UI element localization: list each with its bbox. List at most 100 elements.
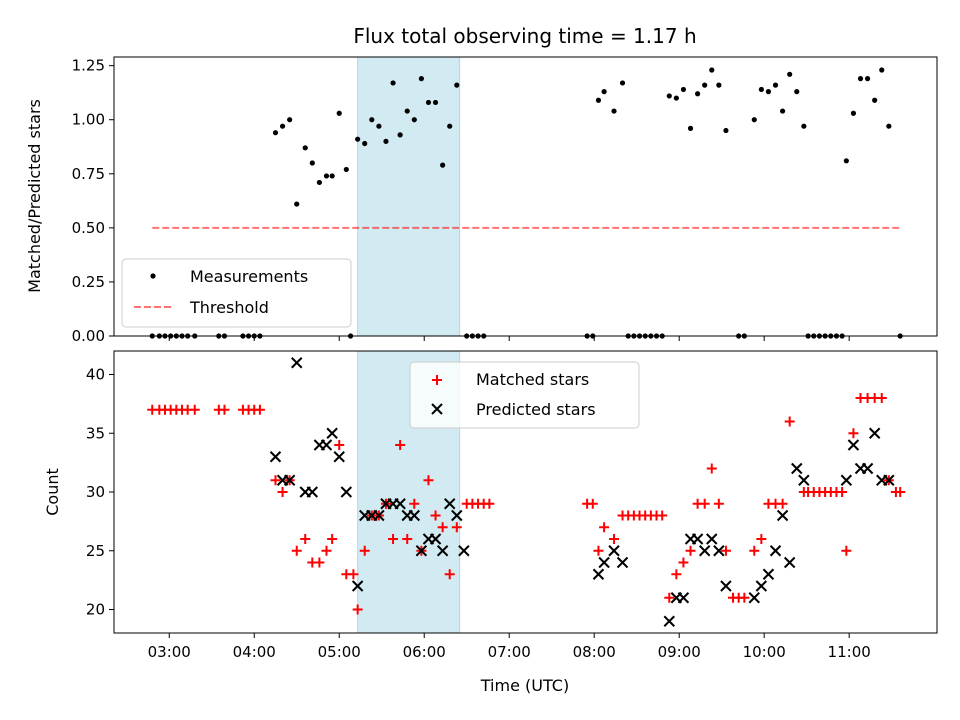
- matched-star-point: [437, 522, 448, 533]
- x-tick-label: 08:00: [573, 643, 616, 661]
- bottom-y-axis-label: Count: [43, 468, 62, 516]
- measurement-point: [611, 108, 617, 114]
- matched-star-point: [314, 557, 325, 568]
- predicted-star-point: [373, 509, 385, 522]
- predicted-star-point: [713, 545, 725, 557]
- predicted-star-point: [748, 592, 760, 604]
- matched-star-point: [321, 545, 332, 556]
- measurement-point: [418, 76, 424, 82]
- measurement-point: [355, 136, 361, 142]
- predicted-star-point: [451, 509, 463, 522]
- matched-star-point: [784, 416, 795, 427]
- matched-star-point: [699, 498, 710, 509]
- measurement-point: [680, 86, 687, 93]
- legend-label: Predicted stars: [476, 400, 596, 419]
- matched-star-point: [327, 534, 338, 544]
- x-tick-label: 10:00: [743, 643, 786, 661]
- measurement-point: [279, 123, 286, 129]
- measurement-point: [872, 97, 878, 103]
- legend-box: [121, 258, 352, 328]
- matched-star-point: [777, 498, 788, 509]
- predicted-star-point: [861, 462, 874, 475]
- matched-star-point: [706, 463, 717, 474]
- measurement-point: [758, 86, 764, 93]
- legend-label: Matched stars: [476, 370, 589, 389]
- matched-star-point: [848, 428, 859, 439]
- top-series: [149, 67, 903, 339]
- matched-star-point: [609, 534, 620, 544]
- matched-star-point: [395, 440, 406, 450]
- measurement-point: [432, 99, 439, 106]
- legend-measurement-marker: [150, 273, 156, 279]
- predicted-star-point: [306, 486, 319, 498]
- measurement-point: [411, 117, 417, 123]
- measurement-point: [886, 123, 892, 129]
- predicted-star-point: [351, 580, 364, 592]
- matched-star-point: [685, 545, 696, 556]
- predicted-star-point: [706, 533, 718, 545]
- matched-star-point: [720, 545, 731, 556]
- predicted-star-point: [340, 486, 353, 498]
- measurement-point: [779, 108, 786, 114]
- panel-top: 0.00 0.25 0.50 0.75 1.00 1.25 Matched/Predicte…: [25, 56, 938, 345]
- measurement-point: [673, 95, 679, 101]
- top-y-tick-label: 0.25: [72, 273, 105, 291]
- measurement-point: [343, 166, 349, 173]
- measurement-point: [716, 82, 722, 88]
- measurement-point: [850, 110, 857, 116]
- bottom-y-tick-label: 40: [86, 366, 105, 384]
- predicted-star-point: [755, 580, 768, 592]
- predicted-star-point: [283, 474, 296, 486]
- matched-star-point: [713, 498, 724, 509]
- top-y-tick-label: 0.75: [72, 165, 105, 183]
- top-y-tick-label: 1.00: [72, 111, 105, 129]
- matched-star-point: [749, 545, 760, 556]
- matched-star-point: [671, 569, 682, 580]
- measurement-point: [316, 179, 322, 186]
- measurement-point: [302, 145, 308, 151]
- matched-star-point: [423, 475, 434, 486]
- predicted-star-point: [691, 533, 704, 545]
- matched-star-point: [189, 404, 200, 415]
- measurement-point: [751, 117, 757, 123]
- predicted-star-point: [429, 533, 442, 545]
- predicted-star-point: [320, 439, 333, 451]
- matched-star-point: [348, 569, 359, 580]
- predicted-star-point: [592, 568, 605, 580]
- measurement-point: [619, 80, 626, 86]
- matched-star-point: [219, 404, 230, 415]
- predicted-star-point: [436, 545, 449, 557]
- predicted-star-point: [408, 509, 421, 522]
- matched-star-point: [270, 475, 281, 486]
- matched-star-point: [359, 545, 370, 556]
- measurement-point: [454, 82, 460, 88]
- predicted-star-point: [616, 556, 629, 569]
- measurement-point: [857, 76, 864, 82]
- matched-star-point: [841, 545, 852, 556]
- measurement-point: [601, 89, 607, 95]
- legend-box: [409, 361, 640, 429]
- top-y-tick-label: 0.50: [72, 219, 105, 237]
- legend-predicted-marker: [431, 403, 443, 415]
- measurement-point: [397, 132, 403, 138]
- measurement-point: [709, 67, 715, 73]
- matched-star-point: [895, 487, 906, 497]
- predicted-star-point: [458, 545, 470, 557]
- top-legend: Measurements Threshold: [121, 258, 352, 328]
- predicted-star-point: [598, 556, 610, 569]
- matched-star-point: [678, 557, 689, 568]
- matched-star-point: [664, 592, 675, 603]
- bottom-legend: Matched stars Predicted stars: [409, 361, 640, 429]
- matched-star-point: [300, 534, 311, 544]
- measurement-point: [425, 99, 432, 106]
- measurement-point: [390, 80, 396, 86]
- predicted-star-point: [677, 592, 690, 604]
- measurement-point: [376, 123, 382, 129]
- matched-star-point: [739, 592, 750, 603]
- measurement-point: [369, 117, 375, 123]
- predicted-star-point: [868, 427, 881, 439]
- top-axes-frame: [113, 56, 938, 337]
- predicted-star-point: [269, 451, 282, 463]
